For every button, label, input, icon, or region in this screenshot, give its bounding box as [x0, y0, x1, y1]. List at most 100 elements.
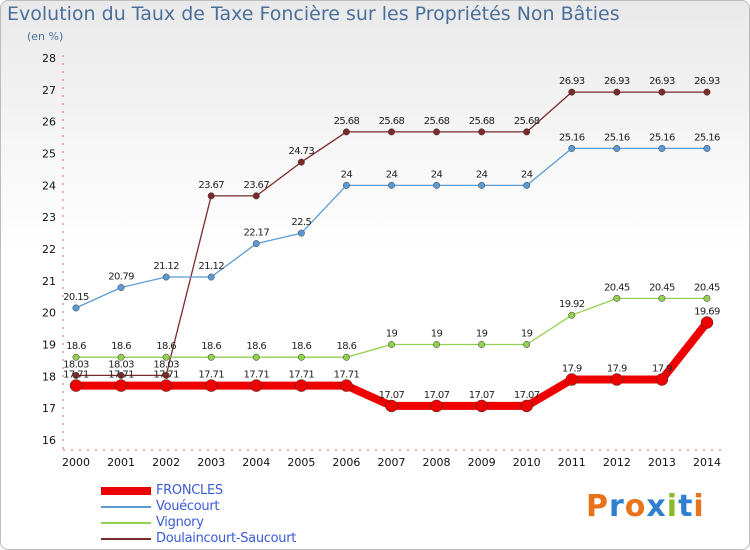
data-label-vouecourt: 24	[341, 169, 353, 180]
data-label-doulaincourt-saucourt: 26.93	[649, 76, 675, 87]
data-label-vignory: 19.92	[559, 299, 585, 310]
data-point-vignory	[433, 341, 441, 348]
data-label-vignory: 19	[386, 329, 398, 340]
data-label-vouecourt: 25.16	[649, 132, 675, 143]
data-label-doulaincourt-saucourt: 26.93	[694, 76, 720, 87]
data-label-vouecourt: 20.15	[63, 292, 89, 303]
data-point-vouecourt	[297, 229, 305, 237]
data-label-froncles: 17.07	[424, 390, 450, 401]
data-label-froncles: 17.71	[198, 370, 224, 381]
data-label-vignory: 19	[431, 329, 443, 340]
data-point-vouecourt	[658, 144, 666, 152]
legend-item-froncles: FRONCLES	[101, 483, 341, 500]
data-label-froncles: 17.71	[108, 370, 134, 381]
x-tick-label: 2003	[197, 456, 225, 469]
data-point-doulaincourt-saucourt	[523, 128, 531, 136]
data-label-vouecourt: 24	[386, 169, 398, 180]
logo-letter: t	[678, 489, 694, 524]
data-label-vignory: 20.45	[694, 282, 720, 293]
data-point-vouecourt	[568, 144, 576, 152]
y-tick-label: 22	[42, 243, 56, 256]
legend-item-vouecourt: Vouécourt	[101, 499, 341, 516]
y-tick-label: 27	[42, 84, 56, 97]
data-label-doulaincourt-saucourt: 18.03	[153, 359, 179, 370]
data-label-doulaincourt-saucourt: 23.67	[243, 180, 269, 191]
data-point-froncles	[475, 399, 488, 413]
data-point-doulaincourt-saucourt	[478, 128, 486, 136]
data-label-doulaincourt-saucourt: 23.67	[198, 180, 224, 191]
data-point-froncles	[610, 373, 624, 386]
data-label-vignory: 20.45	[649, 282, 675, 293]
data-label-doulaincourt-saucourt: 24.73	[289, 146, 315, 157]
data-label-froncles: 17.9	[607, 364, 627, 375]
y-tick-label: 17	[42, 402, 56, 415]
legend-swatch	[101, 506, 151, 508]
x-tick-label: 2011	[558, 456, 586, 469]
logo-letter: r	[609, 489, 625, 524]
data-point-doulaincourt-saucourt	[658, 88, 666, 96]
data-label-froncles: 17.07	[469, 390, 495, 401]
x-tick-label: 2012	[603, 456, 631, 469]
data-point-froncles	[700, 316, 714, 329]
x-tick-label: 2009	[468, 456, 496, 469]
logo-letter: o	[624, 489, 647, 524]
data-label-vignory: 18.6	[201, 341, 221, 352]
data-label-vouecourt: 22.5	[291, 217, 311, 228]
x-tick-label: 2008	[423, 456, 451, 469]
x-tick-label: 2013	[648, 456, 676, 469]
data-point-froncles	[295, 379, 308, 392]
data-label-froncles: 17.07	[514, 390, 540, 401]
logo-letter: i	[693, 489, 705, 524]
data-label-vouecourt: 24	[431, 169, 443, 180]
data-label-vouecourt: 25.16	[694, 132, 720, 143]
data-point-froncles	[430, 399, 443, 413]
data-point-vouecourt	[342, 181, 350, 189]
data-label-vouecourt: 21.12	[198, 261, 224, 272]
x-tick-label: 2005	[287, 456, 315, 469]
y-tick-label: 19	[42, 339, 56, 352]
data-label-doulaincourt-saucourt: 25.68	[514, 116, 540, 127]
data-label-doulaincourt-saucourt: 25.68	[379, 116, 405, 127]
data-point-vouecourt	[72, 304, 80, 312]
y-tick-label: 26	[42, 116, 56, 129]
data-point-froncles	[520, 399, 533, 413]
x-tick-label: 2002	[152, 456, 180, 469]
x-tick-label: 2014	[693, 456, 721, 469]
data-label-froncles: 17.71	[63, 370, 89, 381]
data-point-vouecourt	[703, 144, 711, 152]
data-point-vouecourt	[117, 284, 125, 291]
data-label-doulaincourt-saucourt: 18.03	[63, 359, 89, 370]
logo-letter: P	[586, 489, 609, 524]
data-point-vouecourt	[433, 181, 441, 189]
data-point-vignory	[72, 353, 80, 361]
logo-letter: i	[666, 489, 679, 524]
data-label-vignory: 18.6	[156, 341, 176, 352]
data-point-froncles	[204, 379, 218, 392]
data-point-froncles	[69, 379, 83, 392]
data-point-vignory	[568, 311, 576, 319]
data-point-vignory	[207, 353, 215, 361]
x-tick-label: 2001	[107, 456, 135, 469]
x-tick-label: 2006	[332, 456, 360, 469]
legend-swatch	[101, 538, 151, 540]
data-point-vouecourt	[252, 240, 260, 248]
x-tick-label: 2010	[513, 456, 541, 469]
data-point-vignory	[297, 353, 305, 361]
data-label-froncles: 17.71	[334, 370, 360, 381]
legend-label: Vignory	[156, 515, 204, 530]
data-point-doulaincourt-saucourt	[117, 371, 125, 379]
data-label-doulaincourt-saucourt: 25.68	[424, 116, 450, 127]
data-point-doulaincourt-saucourt	[342, 128, 350, 136]
data-label-vignory: 18.6	[336, 341, 356, 352]
legend-label: Vouécourt	[156, 499, 220, 514]
data-point-doulaincourt-saucourt	[388, 128, 395, 136]
data-label-vignory: 18.6	[291, 341, 311, 352]
y-tick-label: 25	[42, 148, 56, 161]
data-label-vignory: 18.6	[111, 341, 131, 352]
data-point-vouecourt	[478, 181, 486, 189]
data-label-vignory: 19	[476, 329, 488, 340]
data-point-froncles	[655, 373, 669, 386]
data-point-vignory	[478, 341, 486, 348]
y-tick-label: 23	[42, 211, 56, 224]
